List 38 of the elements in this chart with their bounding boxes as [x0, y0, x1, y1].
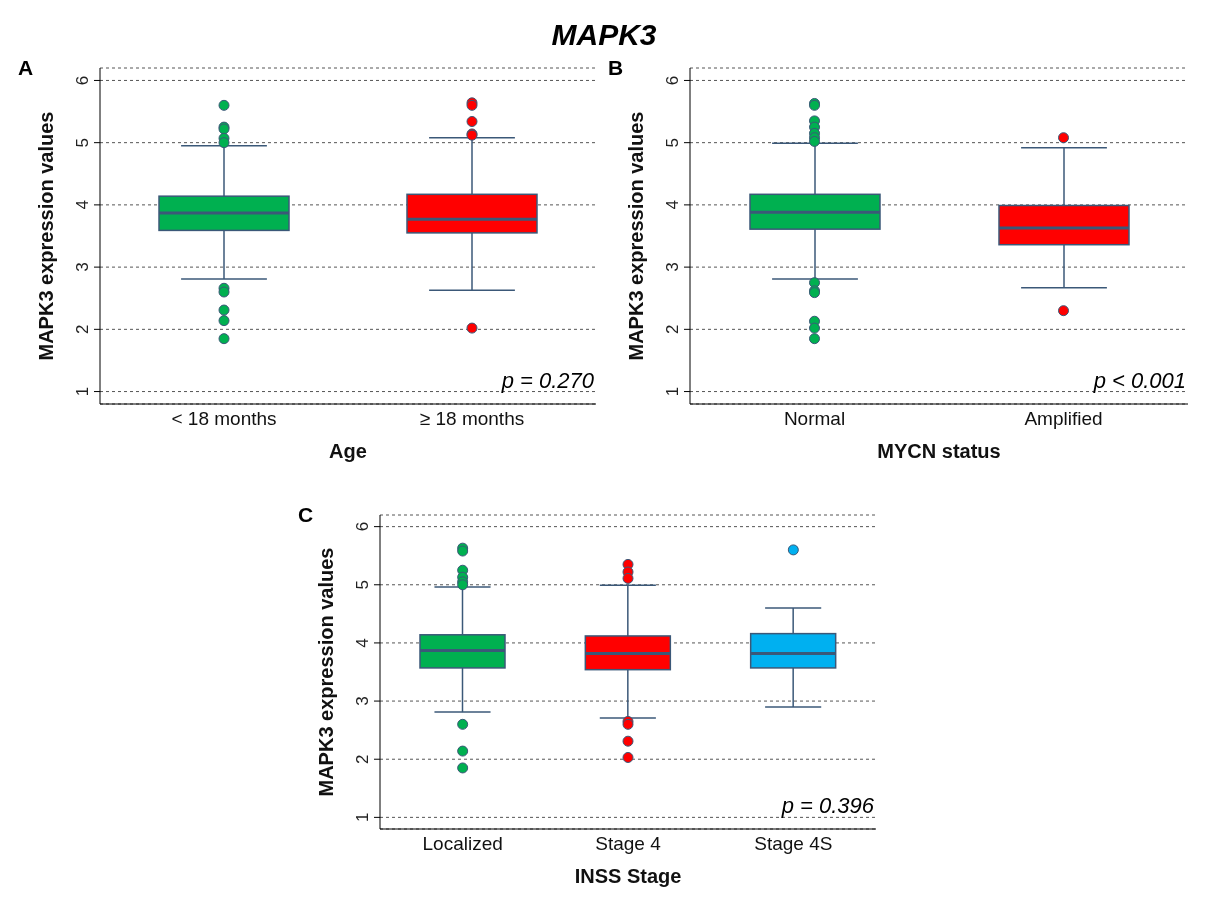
- y-tick-label: 3: [353, 696, 372, 706]
- x-axis-title: MYCN status: [877, 440, 1001, 462]
- y-axis-title: MAPK3 expression values: [315, 547, 338, 797]
- y-tick-label: 6: [663, 75, 682, 86]
- y-tick-label: 4: [663, 200, 682, 210]
- annotation: p = 0.396: [781, 793, 874, 819]
- y-tick-label: 1: [73, 386, 92, 397]
- y-tick-label: 2: [353, 754, 372, 764]
- y-tick-label: 2: [663, 324, 682, 335]
- y-tick-label: 1: [353, 812, 372, 823]
- text: B: [608, 56, 624, 80]
- x-tick-label: Normal: [783, 408, 846, 430]
- y-tick-label: 6: [353, 521, 372, 532]
- chart-title: MAPK3: [550, 18, 658, 52]
- annotation: p < 0.001: [1093, 368, 1186, 394]
- x-tick-label: Stage 4: [595, 833, 662, 855]
- y-tick-label: 4: [73, 200, 92, 210]
- y-tick-label: 5: [353, 580, 372, 590]
- x-axis-title: INSS Stage: [574, 865, 682, 887]
- y-tick-label: 3: [73, 262, 92, 272]
- x-tick-label: Localized: [422, 833, 503, 855]
- x-tick-label: < 18 months: [171, 408, 277, 430]
- y-tick-label: 5: [663, 137, 682, 148]
- text: A: [18, 56, 34, 80]
- y-tick-label: 2: [73, 324, 92, 335]
- y-tick-label: 6: [73, 75, 92, 86]
- y-tick-label: 1: [663, 386, 682, 397]
- x-axis-title: Age: [329, 440, 367, 462]
- x-tick-label: Stage 4S: [754, 833, 833, 855]
- y-tick-label: 5: [73, 137, 92, 148]
- y-axis-title: MAPK3 expression values: [35, 111, 58, 361]
- x-tick-label: ≥ 18 months: [419, 408, 525, 430]
- y-axis-title: MAPK3 expression values: [625, 111, 648, 361]
- annotation: p = 0.270: [501, 368, 594, 394]
- x-tick-label: Amplified: [1024, 408, 1103, 430]
- y-tick-label: 4: [353, 638, 372, 648]
- text: C: [298, 503, 314, 527]
- y-tick-label: 3: [663, 262, 682, 272]
